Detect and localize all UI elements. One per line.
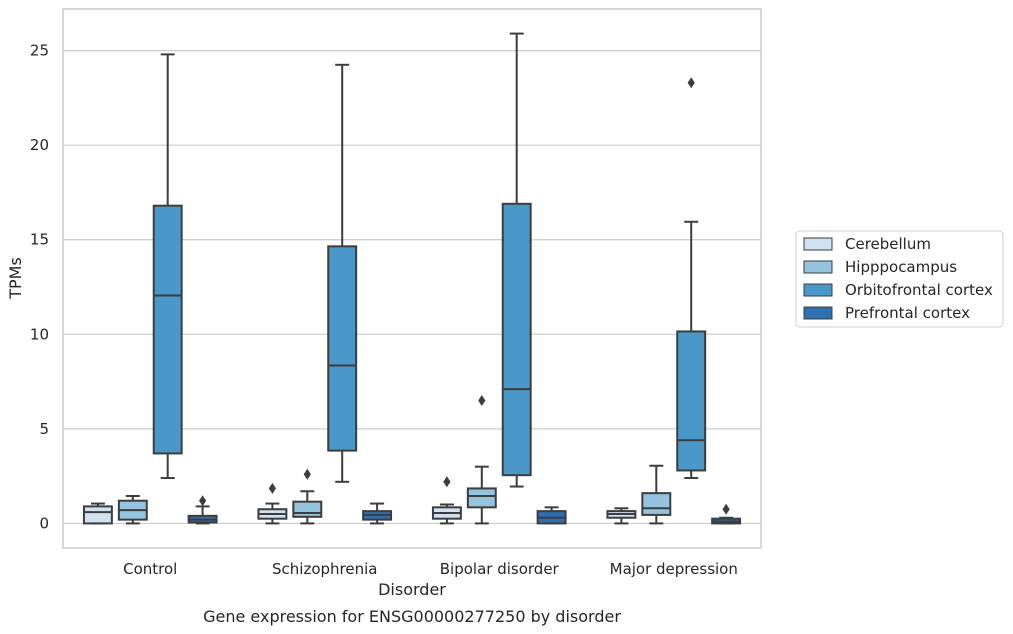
box-iqr: [82, 505, 113, 525]
outlier-point: [687, 77, 695, 89]
y-tick-label: 15: [30, 231, 49, 249]
box-group: [187, 495, 218, 525]
x-tick-labels: Control Schizophrenia Bipolar disorder Majo…: [123, 560, 738, 578]
x-tick-label: Major depression: [610, 560, 738, 578]
legend-label: Prefrontal cortex: [845, 304, 970, 322]
box-group: [536, 506, 567, 525]
legend-label: Cerebellum: [845, 235, 931, 253]
outlier-point: [443, 476, 451, 488]
y-tick-labels: 0 5 10 15 20 25: [30, 42, 49, 533]
y-tick-label: 0: [39, 514, 49, 532]
legend-frame: [795, 230, 1004, 328]
box-iqr: [152, 204, 183, 455]
box-group: [257, 482, 288, 525]
y-tick-label: 25: [30, 42, 49, 60]
x-tick-label: Control: [123, 560, 177, 578]
box-iqr: [501, 202, 532, 477]
outlier-point: [722, 503, 730, 515]
x-axis-label: Disorder: [378, 580, 446, 599]
legend-label: Hipppocampus: [845, 258, 957, 276]
box-iqr: [676, 330, 707, 472]
box-iqr: [641, 492, 672, 516]
box-iqr: [466, 487, 497, 509]
box-group: [711, 503, 742, 525]
outlier-point: [199, 495, 207, 507]
box-group: [362, 502, 393, 525]
box-group: [501, 32, 532, 488]
legend-swatch: [803, 306, 833, 320]
outlier-point: [268, 482, 276, 494]
y-tick-label: 5: [39, 420, 49, 438]
legend-swatch: [803, 260, 833, 274]
box-group: [82, 502, 113, 525]
chart-title: Gene expression for ENSG00000277250 by d…: [203, 607, 621, 626]
box-group: [676, 77, 707, 480]
box-group: [292, 468, 323, 525]
legend-label: Orbitofrontal cortex: [845, 281, 993, 299]
legend-swatch: [803, 283, 833, 297]
box-group: [466, 394, 497, 525]
box-group: [327, 63, 358, 483]
legend: Cerebellum Hipppocampus Orbitofrontal cort…: [795, 230, 1004, 328]
outlier-point: [303, 468, 311, 480]
box-group: [431, 476, 462, 525]
box-iqr: [327, 245, 358, 452]
x-tick-label: Schizophrenia: [272, 560, 377, 578]
box-iqr: [292, 500, 323, 518]
box-group: [606, 507, 637, 525]
box-group: [641, 464, 672, 525]
x-tick-label: Bipolar disorder: [440, 560, 560, 578]
y-tick-label: 20: [30, 136, 49, 154]
y-axis-label: TPMs: [6, 257, 25, 300]
y-tick-label: 10: [30, 325, 49, 343]
plot-frame: [62, 8, 762, 549]
box-groups: [82, 32, 742, 525]
box-group: [152, 53, 183, 480]
legend-swatch: [803, 237, 833, 251]
outlier-point: [478, 394, 486, 406]
box-group: [117, 494, 148, 525]
